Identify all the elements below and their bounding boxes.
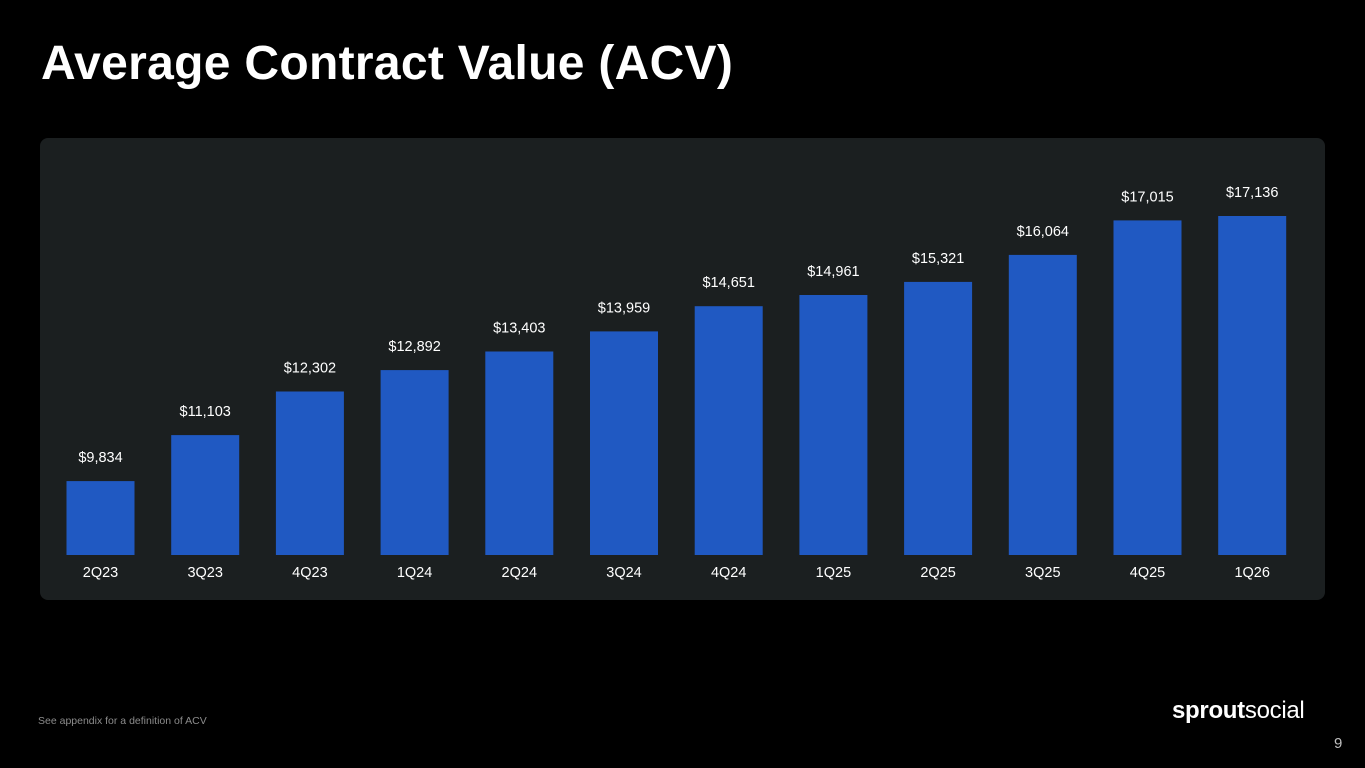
- value-label-2Q25: $15,321: [912, 251, 964, 267]
- bar-1Q24: [380, 370, 449, 555]
- page-number: 9: [1334, 735, 1343, 752]
- x-tick-label-4Q23: 4Q23: [292, 565, 327, 581]
- bar-1Q26: [1218, 216, 1287, 555]
- value-label-1Q25: $14,961: [807, 264, 859, 280]
- value-label-3Q23: $11,103: [180, 404, 231, 420]
- x-tick-label-3Q23: 3Q23: [187, 565, 222, 581]
- value-label-4Q25: $17,015: [1121, 189, 1173, 205]
- x-tick-label-1Q24: 1Q24: [397, 565, 432, 581]
- bar-4Q23: [275, 391, 344, 555]
- x-tick-label-2Q23: 2Q23: [83, 565, 118, 581]
- sprout-social-logo: sproutsocial: [1172, 695, 1305, 727]
- tick-labels-layer: 2Q23 3Q23 4Q23 1Q24 2Q24 3Q24 4Q24 1Q25 2Q25 3Q25…: [83, 565, 1270, 581]
- bar-4Q24: [694, 306, 763, 555]
- bar-3Q23: [171, 435, 240, 555]
- acv-bar-chart: $9,834 $11,103 $12,302 $12,892 $13,403 $13,95…: [66, 185, 1287, 581]
- x-tick-label-4Q24: 4Q24: [711, 565, 746, 581]
- page-title: Average Contract Value (ACV): [41, 37, 734, 90]
- acv-footnote: See appendix for a definition of ACV: [38, 715, 207, 727]
- x-tick-label-2Q25: 2Q25: [920, 565, 955, 581]
- bars-layer: [66, 216, 1287, 555]
- bar-3Q24: [590, 331, 658, 555]
- bar-2Q24: [485, 351, 554, 555]
- bar-3Q25: [1008, 254, 1077, 555]
- value-label-4Q23: $12,302: [284, 361, 336, 377]
- x-tick-label-3Q25: 3Q25: [1025, 565, 1060, 581]
- value-label-2Q23: $9,834: [78, 450, 122, 466]
- bar-2Q25: [904, 281, 973, 555]
- x-tick-label-3Q24: 3Q24: [606, 565, 641, 581]
- value-label-3Q25: $16,064: [1017, 224, 1069, 240]
- value-label-3Q24: $13,959: [598, 300, 650, 316]
- x-tick-label-1Q25: 1Q25: [816, 565, 851, 581]
- logo-text-light: social: [1244, 697, 1305, 724]
- value-label-1Q26: $17,136: [1226, 185, 1278, 201]
- bar-1Q25: [799, 295, 868, 555]
- value-label-4Q24: $14,651: [702, 275, 754, 291]
- x-tick-label-2Q24: 2Q24: [502, 565, 537, 581]
- value-label-2Q24: $13,403: [493, 321, 545, 337]
- logo-text-bold: sprout: [1172, 697, 1245, 724]
- chart-panel: $9,834 $11,103 $12,302 $12,892 $13,403 $13,95…: [40, 138, 1325, 600]
- value-label-1Q24: $12,892: [388, 339, 440, 355]
- x-tick-label-1Q26: 1Q26: [1234, 565, 1269, 581]
- x-tick-label-4Q25: 4Q25: [1130, 565, 1165, 581]
- bar-4Q25: [1113, 220, 1182, 555]
- value-labels-layer: $9,834 $11,103 $12,302 $12,892 $13,403 $13,95…: [78, 185, 1278, 466]
- bar-2Q23: [66, 481, 135, 555]
